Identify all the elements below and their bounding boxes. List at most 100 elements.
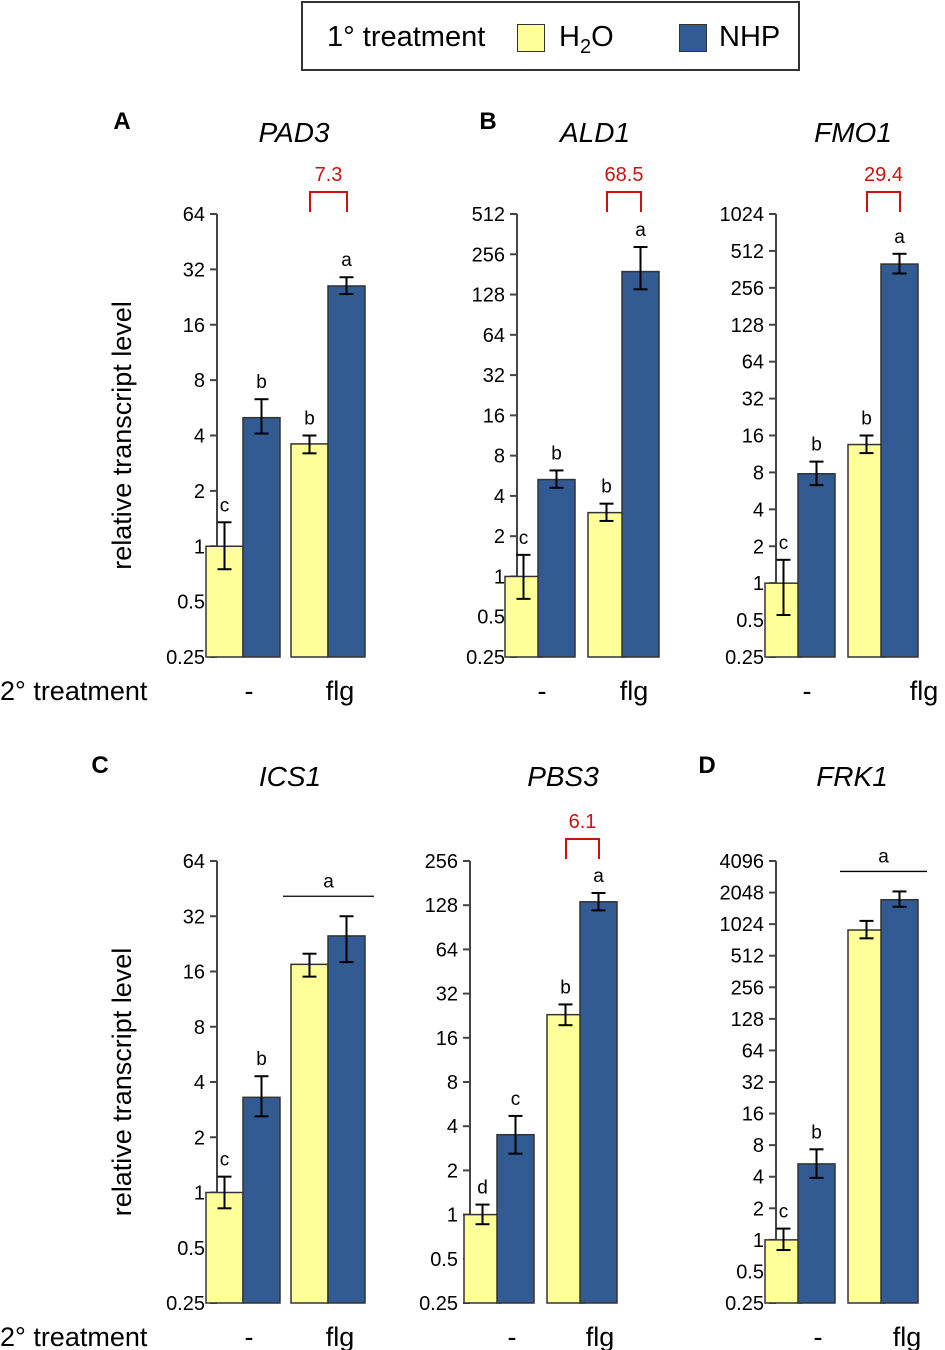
legend-label-h2o: H2O (559, 21, 614, 58)
y-tick-label: 8 (194, 370, 205, 392)
significance-letter: c (779, 1202, 789, 1223)
gene-title: ICS1 (259, 761, 321, 792)
significance-letter: a (593, 866, 604, 887)
bar-ICS1-NHP-- (242, 1096, 281, 1304)
y-tick-label: 1 (494, 566, 505, 588)
significance-letter: c (220, 495, 230, 516)
bar-ALD1-NHP-flg (621, 270, 660, 658)
y-tick-label: 256 (731, 977, 764, 999)
significance-letter: b (560, 977, 571, 998)
fold-change-label: 68.5 (605, 164, 644, 186)
y-tick-label: 2 (194, 1127, 205, 1149)
significance-letter: c (779, 533, 789, 554)
y-tick-label: 4 (494, 486, 505, 508)
significance-letter: d (477, 1178, 488, 1199)
y-tick-label: 2048 (720, 883, 765, 905)
y-tick-label: 4 (753, 499, 764, 521)
bar-FRK1-H2O-flg (847, 929, 886, 1304)
y-tick-label: 0.25 (419, 1293, 458, 1315)
y-tick-label: 512 (731, 241, 764, 263)
y-tick-label: 4 (194, 426, 205, 448)
legend-title: 1° treatment (327, 21, 486, 53)
significance-letter: b (256, 372, 267, 393)
x-category-label: flg (326, 676, 355, 706)
gene-title: PAD3 (258, 117, 329, 148)
y-tick-label: 4 (194, 1072, 205, 1094)
y-tick-label: 64 (742, 1040, 764, 1062)
y-tick-label: 0.5 (177, 592, 205, 614)
bar-ICS1-NHP-flg (327, 935, 366, 1304)
y-tick-label: 4096 (720, 851, 765, 873)
significance-letter: b (861, 409, 872, 430)
y-tick-label: 0.5 (736, 610, 764, 632)
y-tick-label: 64 (183, 851, 205, 873)
y-tick-label: 512 (472, 204, 505, 226)
significance-letter: b (601, 477, 612, 498)
x-category-label: - (803, 676, 812, 706)
y-tick-label: 4 (447, 1116, 458, 1138)
y-tick-label: 256 (425, 851, 458, 873)
significance-letter: a (323, 871, 334, 892)
y-tick-label: 64 (483, 325, 505, 347)
x-category-label: - (814, 1322, 823, 1350)
y-tick-label: 64 (436, 939, 458, 961)
y-axis-label: relative transcript level (107, 301, 137, 570)
y-tick-label: 32 (436, 984, 458, 1006)
legend-swatch-h2o (517, 24, 545, 52)
x-category-label: - (508, 1322, 517, 1350)
y-tick-label: 32 (742, 389, 764, 411)
y-tick-label: 2 (753, 1198, 764, 1220)
panel-letter: A (113, 108, 130, 135)
y-tick-label: 16 (183, 315, 205, 337)
y-tick-label: 8 (494, 446, 505, 468)
bar-PAD3-H2O-flg (290, 443, 329, 658)
bar-ICS1-H2O-flg (290, 963, 329, 1304)
significance-letter: b (811, 435, 822, 456)
y-tick-label: 128 (472, 285, 505, 307)
significance-letter: a (894, 227, 905, 248)
y-tick-label: 0.25 (725, 1293, 764, 1315)
y-tick-label: 1 (194, 1183, 205, 1205)
y-tick-label: 16 (183, 962, 205, 984)
bar-FRK1-NHP-- (797, 1163, 836, 1304)
bar-PBS3-H2O-- (463, 1213, 502, 1304)
y-tick-label: 512 (731, 946, 764, 968)
y-tick-label: 0.5 (430, 1249, 458, 1271)
x-category-label: flg (586, 1322, 615, 1350)
y-tick-label: 0.5 (477, 607, 505, 629)
fold-change-bracket (309, 191, 348, 212)
y-tick-label: 1 (447, 1205, 458, 1227)
y-tick-label: 32 (183, 906, 205, 928)
x-category-label: - (245, 1322, 254, 1350)
y-tick-label: 8 (194, 1017, 205, 1039)
y-tick-label: 32 (183, 259, 205, 281)
bar-FMO1-H2O-flg (847, 443, 886, 658)
bar-ALD1-H2O-flg (587, 511, 626, 658)
y-tick-label: 8 (753, 1135, 764, 1157)
fold-change-bracket (606, 191, 642, 212)
y-tick-label: 256 (472, 244, 505, 266)
bar-PBS3-NHP-- (496, 1133, 535, 1304)
y-tick-label: 0.25 (166, 1293, 205, 1315)
legend-label-nhp: NHP (719, 21, 781, 53)
y-axis-label: relative transcript level (107, 948, 137, 1217)
significance-letter: a (878, 846, 889, 867)
x-category-label: flg (326, 1322, 355, 1350)
y-tick-label: 128 (731, 1009, 764, 1031)
bar-PAD3-NHP-- (242, 416, 281, 658)
y-tick-label: 16 (483, 405, 505, 427)
x-row-label: 2° treatment (0, 676, 148, 706)
y-tick-label: 2 (447, 1160, 458, 1182)
bar-PBS3-H2O-flg (546, 1013, 585, 1304)
fold-change-bracket (866, 191, 901, 212)
y-tick-label: 64 (742, 352, 764, 374)
significance-letter: b (256, 1049, 267, 1070)
y-tick-label: 1 (753, 573, 764, 595)
gene-title: PBS3 (527, 761, 599, 792)
fold-change-label: 6.1 (569, 811, 597, 833)
y-tick-label: 2 (494, 526, 505, 548)
fold-change-label: 7.3 (315, 164, 343, 186)
y-tick-label: 8 (447, 1072, 458, 1094)
y-tick-label: 1 (753, 1230, 764, 1252)
x-category-label: - (538, 676, 547, 706)
